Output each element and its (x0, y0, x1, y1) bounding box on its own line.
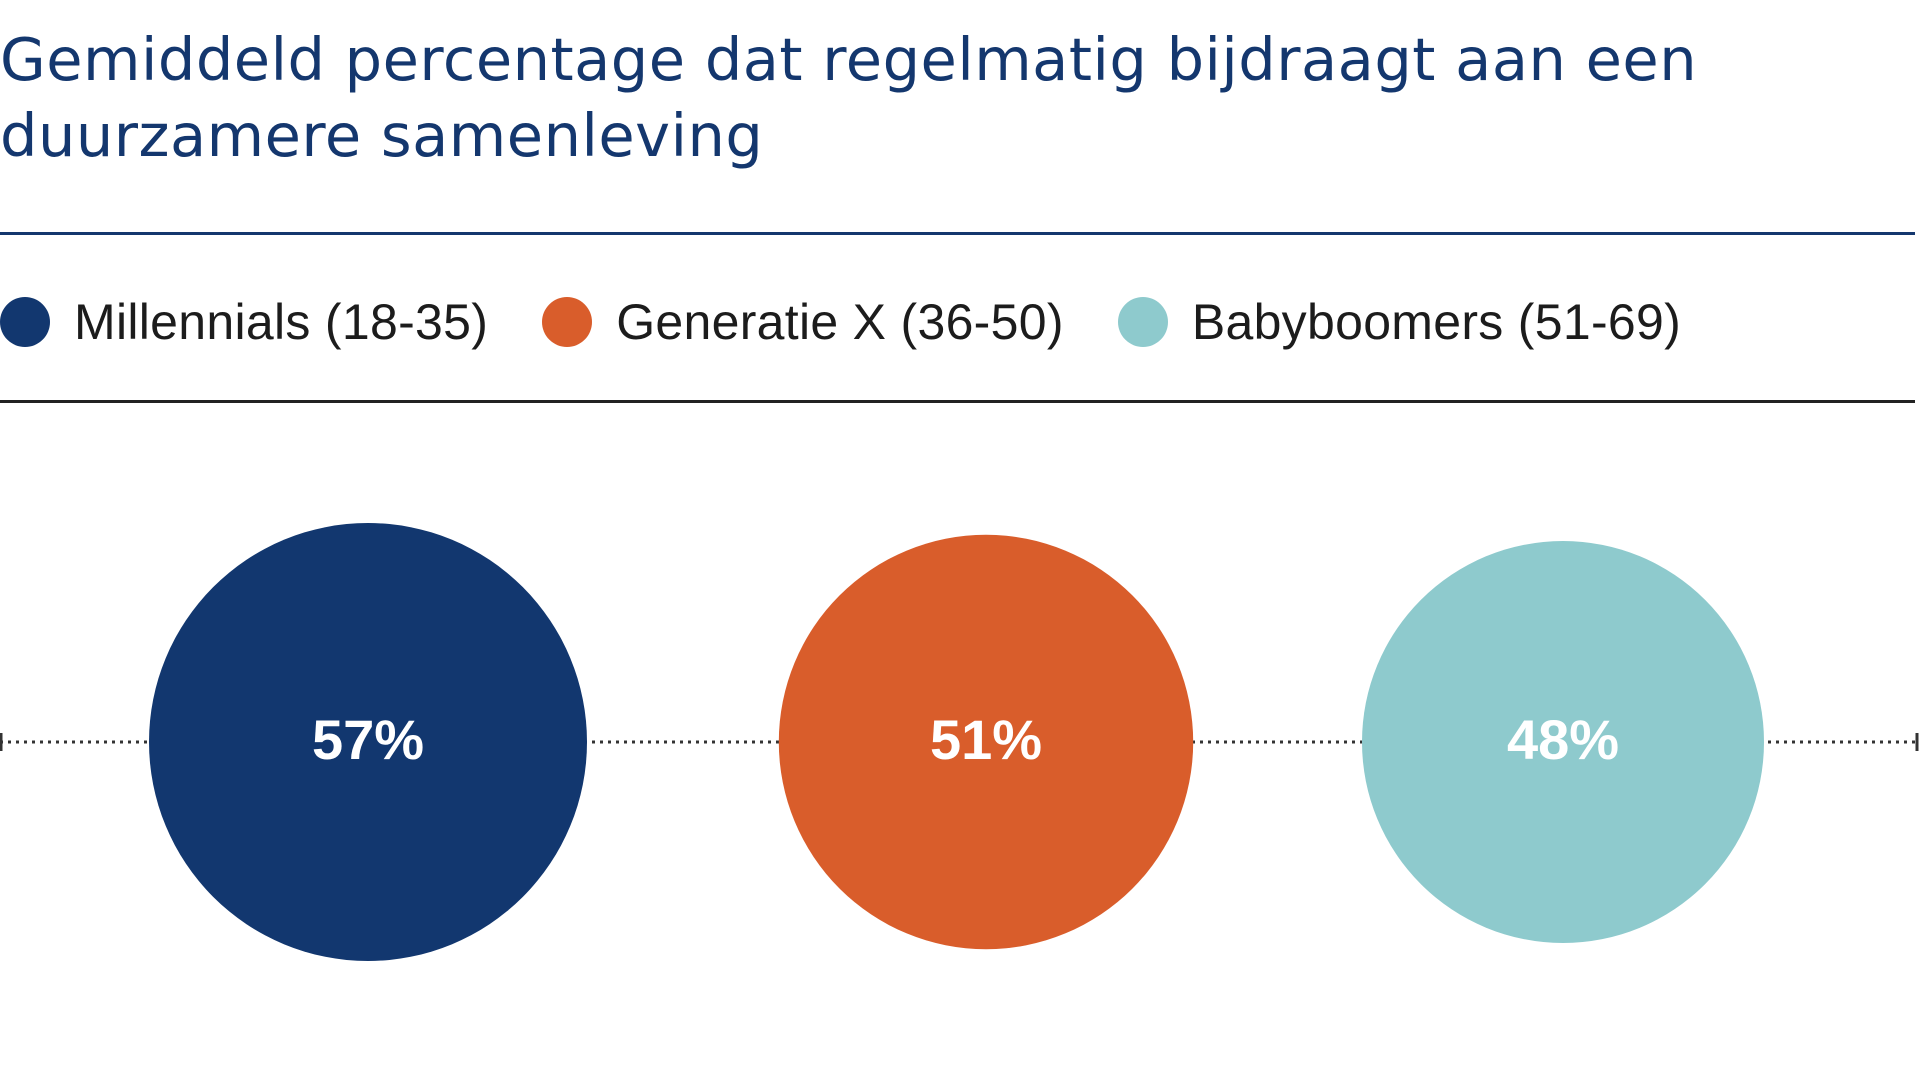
chart-title: Gemiddeld percentage dat regelmatig bijd… (0, 22, 1900, 174)
legend-marker-generatie-x (542, 297, 593, 347)
legend-marker-millennials (0, 297, 50, 347)
bubble-generatie-x (778, 534, 1194, 950)
value-label-babyboomers: 48% (1507, 708, 1619, 771)
legend-item-millennials: Millennials (18-35) (0, 293, 488, 351)
legend-label-generatie-x: Generatie X (36-50) (616, 294, 1064, 350)
legend-item-generatie-x: Generatie X (36-50) (542, 293, 1064, 351)
legend-label-babyboomers: Babyboomers (51-69) (1191, 294, 1682, 350)
bubble-millennials (149, 523, 587, 961)
legend-item-babyboomers: Babyboomers (51-69) (1117, 293, 1682, 351)
chart-title-line-2: duurzamere samenleving (0, 101, 764, 170)
legend-marker-babyboomers (1117, 297, 1168, 347)
legend-divider (0, 400, 1915, 403)
legend-label-millennials: Millennials (18-35) (74, 294, 489, 350)
value-label-millennials: 57% (312, 708, 424, 771)
legend: Millennials (18-35) Generatie X (36-50) … (0, 292, 1681, 352)
bubble-babyboomers (1362, 541, 1764, 943)
title-divider (0, 232, 1915, 235)
value-label-generatie-x: 51% (930, 708, 1042, 771)
chart-title-line-1: Gemiddeld percentage dat regelmatig bijd… (0, 25, 1698, 94)
